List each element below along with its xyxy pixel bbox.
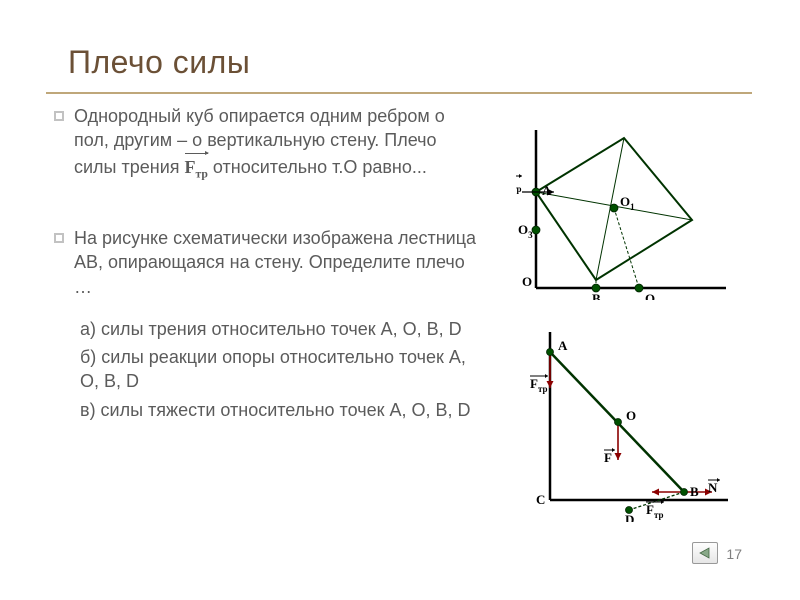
svg-text:F: F xyxy=(604,450,612,465)
svg-text:В: В xyxy=(690,484,699,499)
svg-text:О: О xyxy=(626,408,636,423)
slide-frame: Плечо силы Однородный куб опирается одни… xyxy=(46,32,752,572)
svg-text:D: D xyxy=(625,512,634,522)
svg-text:О1: О1 xyxy=(620,194,635,212)
content-area: Однородный куб опирается одним ребром о … xyxy=(54,104,484,422)
triangle-left-icon xyxy=(698,546,712,560)
svg-text:О2: О2 xyxy=(645,291,660,300)
svg-text:В: В xyxy=(592,291,601,300)
page-number: 17 xyxy=(726,546,742,562)
friction-vector-symbol: Fтр xyxy=(185,153,208,182)
bullet-icon xyxy=(54,233,64,243)
svg-text:С: С xyxy=(536,492,545,507)
svg-text:А: А xyxy=(542,183,552,198)
bullet-2-text: На рисунке схематически изображена лестн… xyxy=(74,226,484,299)
svg-text:О: О xyxy=(522,274,532,289)
b1-post: относительно т.О равно... xyxy=(213,157,427,177)
svg-text:Fтр: Fтр xyxy=(530,376,548,394)
prev-slide-button[interactable] xyxy=(692,542,718,564)
bullet-1: Однородный куб опирается одним ребром о … xyxy=(54,104,484,182)
title-bar: Плечо силы xyxy=(46,32,752,94)
svg-text:А: А xyxy=(558,338,568,353)
sub-c: в) силы тяжести относительно точек А, О,… xyxy=(80,398,484,422)
svg-text:N: N xyxy=(708,480,718,495)
svg-text:Fтр: Fтр xyxy=(646,502,664,520)
bullet-1-text: Однородный куб опирается одним ребром о … xyxy=(74,104,484,182)
diagram-ladder: А Fтр О F ВN Fтр С D xyxy=(524,332,728,522)
diagram-cube: Fтр А О1 О2 В О3 О xyxy=(516,130,726,300)
bullet-2: На рисунке схематически изображена лестн… xyxy=(54,226,484,299)
svg-text:О3: О3 xyxy=(518,222,533,240)
bullet-icon xyxy=(54,111,64,121)
sub-a: а) силы трения относительно точек А, О, … xyxy=(80,317,484,341)
svg-text:Fтр: Fтр xyxy=(516,176,522,194)
sub-b: б) силы реакции опоры относительно точек… xyxy=(80,345,484,394)
slide-title: Плечо силы xyxy=(68,44,250,81)
